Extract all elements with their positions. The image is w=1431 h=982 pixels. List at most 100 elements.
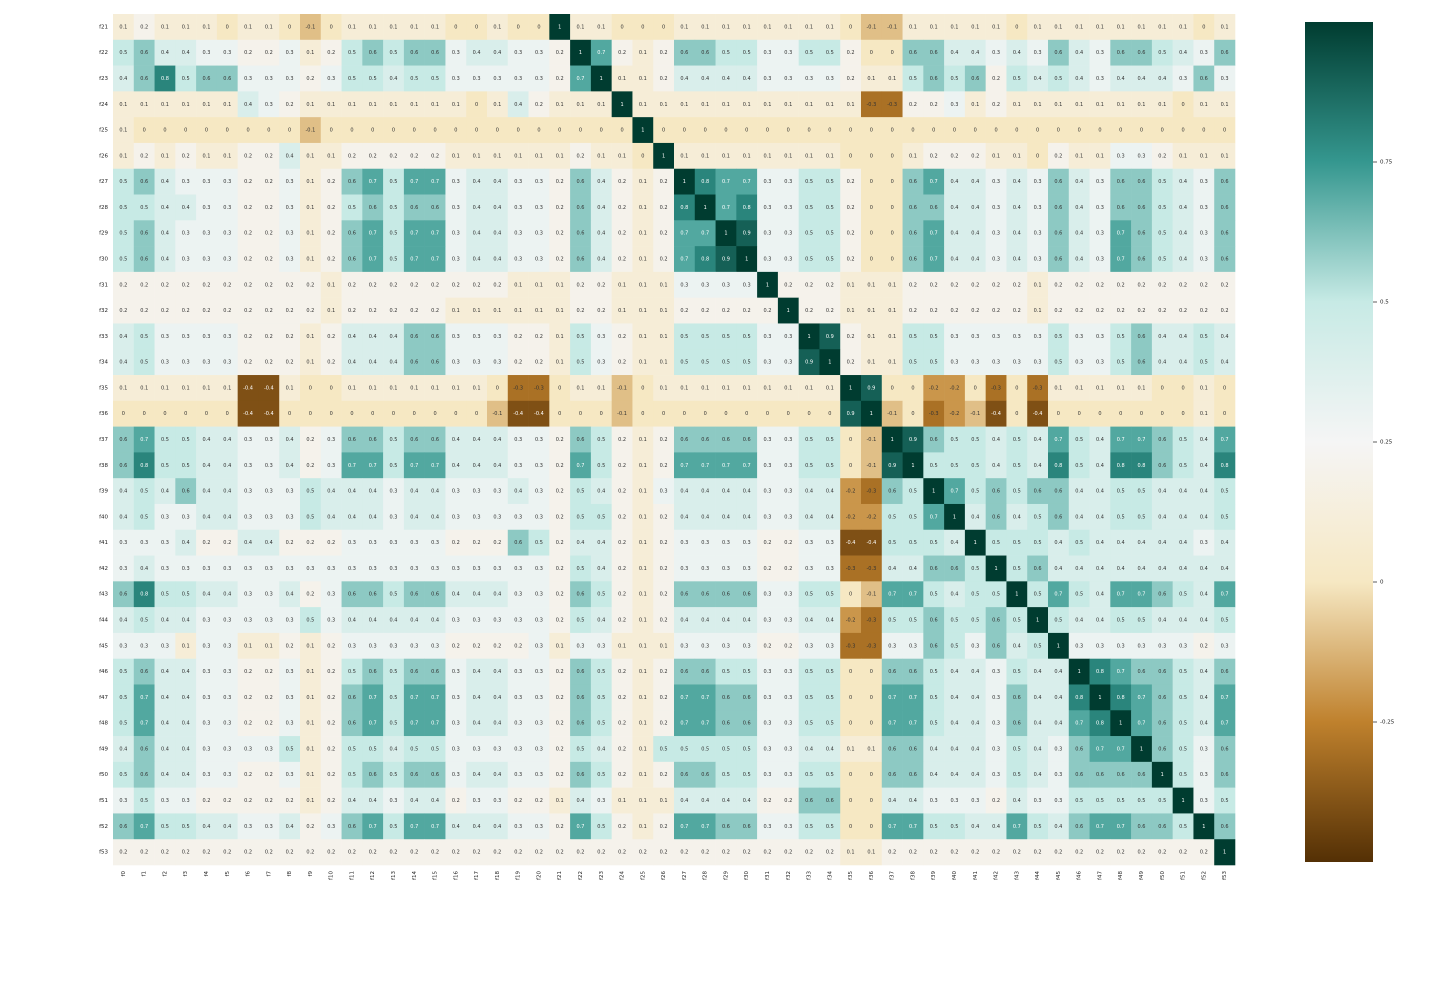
- cell-value: 0.4: [452, 592, 460, 598]
- cell-value: 0.2: [951, 850, 959, 856]
- heatmap-cell: [757, 529, 779, 556]
- cell-value: 0.4: [992, 463, 1000, 469]
- cell-value: 0.3: [410, 566, 418, 572]
- cell-value: 0.2: [556, 592, 564, 598]
- cell-value: 0.4: [369, 618, 377, 624]
- heatmap-cell: [1006, 375, 1028, 402]
- heatmap-cell: [1048, 220, 1070, 247]
- cell-value: 0.5: [971, 592, 979, 598]
- cell-value: 0.3: [265, 618, 273, 624]
- cell-value: 0.4: [1013, 179, 1021, 185]
- heatmap-cell: [715, 297, 737, 324]
- cell-value: 0.4: [473, 669, 481, 675]
- cell-value: 0.3: [369, 566, 377, 572]
- heatmap-cell: [237, 529, 259, 556]
- cell-value: 0.2: [618, 437, 626, 443]
- cell-value: 0.3: [971, 360, 979, 366]
- cell-value: 0.5: [1075, 437, 1083, 443]
- cell-value: 0.3: [286, 50, 294, 56]
- cell-value: 0.1: [660, 308, 668, 314]
- cell-value: 0: [330, 24, 333, 30]
- cell-value: 0.4: [805, 489, 813, 495]
- heatmap-cell: [653, 271, 675, 298]
- cell-value: 0.4: [1221, 334, 1229, 340]
- heatmap-cell: [507, 555, 529, 582]
- heatmap-cell: [1214, 117, 1236, 144]
- cell-value: 0.2: [223, 308, 231, 314]
- cell-value: 0.1: [764, 102, 772, 108]
- cell-value: 0.2: [514, 850, 522, 856]
- cell-value: 0.7: [722, 205, 730, 211]
- cell-value: 0: [870, 50, 873, 56]
- heatmap-cell: [133, 168, 155, 195]
- cell-value: 0.3: [826, 76, 834, 82]
- heatmap-cell: [237, 91, 259, 118]
- cell-value: 0.5: [577, 489, 585, 495]
- cell-value: -0.3: [867, 643, 877, 649]
- cell-value: 0.2: [286, 334, 294, 340]
- cell-value: 0.3: [764, 463, 772, 469]
- cell-value: 0.1: [244, 24, 252, 30]
- cell-value: 0.5: [1034, 643, 1042, 649]
- heatmap-cell: [383, 297, 405, 324]
- heatmap-cell: [798, 349, 820, 376]
- cell-value: 0.1: [639, 669, 647, 675]
- heatmap-cell: [923, 375, 945, 402]
- cell-value: 0.6: [1138, 824, 1146, 830]
- heatmap-cell: [466, 400, 488, 427]
- cell-value: 0.3: [535, 721, 543, 727]
- cell-value: 0.1: [951, 24, 959, 30]
- heatmap-cell: [819, 65, 841, 92]
- heatmap-cell: [487, 168, 509, 195]
- heatmap-cell: [113, 65, 135, 92]
- heatmap-cell: [466, 375, 488, 402]
- heatmap-cell: [1131, 117, 1153, 144]
- cell-value: 0.2: [306, 824, 314, 830]
- cell-value: 0.2: [244, 695, 252, 701]
- cell-value: 0.2: [1200, 308, 1208, 314]
- heatmap-cell: [590, 375, 612, 402]
- cell-value: 0.4: [493, 463, 501, 469]
- heatmap-cell: [424, 349, 446, 376]
- cell-value: 0.1: [306, 179, 314, 185]
- cell-value: 0.3: [764, 50, 772, 56]
- heatmap-cell: [1048, 246, 1070, 273]
- cell-value: 0.3: [452, 721, 460, 727]
- heatmap-cell: [154, 246, 176, 273]
- heatmap-cell: [819, 323, 841, 350]
- cell-value: 0.6: [826, 798, 834, 804]
- y-tick-label: f44: [99, 618, 108, 624]
- cell-value: 0.2: [535, 850, 543, 856]
- cell-value: 0.2: [722, 308, 730, 314]
- heatmap-cell: [590, 39, 612, 66]
- heatmap-cell: [528, 555, 550, 582]
- cell-value: 0.9: [722, 256, 730, 262]
- cell-value: 0.3: [493, 76, 501, 82]
- heatmap-cell: [258, 452, 280, 479]
- cell-value: 0.1: [306, 205, 314, 211]
- cell-value: 0.5: [348, 205, 356, 211]
- cell-value: 0.1: [639, 489, 647, 495]
- cell-value: 0.5: [597, 669, 605, 675]
- cell-value: 0.7: [680, 695, 688, 701]
- heatmap-cell: [1110, 297, 1132, 324]
- x-tick-label: f29: [723, 871, 729, 880]
- heatmap-cell: [611, 168, 633, 195]
- cell-value: 1: [745, 256, 748, 262]
- cell-value: 0.5: [1221, 489, 1229, 495]
- cell-value: 0.4: [680, 514, 688, 520]
- heatmap-cell: [487, 14, 509, 41]
- heatmap-cell: [300, 581, 322, 608]
- y-tick-label: f29: [99, 231, 108, 237]
- heatmap-cell: [507, 142, 529, 170]
- heatmap-cell: [653, 39, 675, 66]
- cell-value: 0.1: [306, 153, 314, 159]
- cell-value: 0.2: [764, 798, 772, 804]
- cell-value: 1: [662, 153, 665, 159]
- cell-value: 0.4: [431, 798, 439, 804]
- heatmap-cell: [1048, 555, 1070, 582]
- cell-value: 0.1: [1096, 385, 1104, 391]
- heatmap-cell: [1006, 323, 1028, 350]
- heatmap-cell: [674, 400, 696, 427]
- heatmap-cell: [1214, 400, 1236, 427]
